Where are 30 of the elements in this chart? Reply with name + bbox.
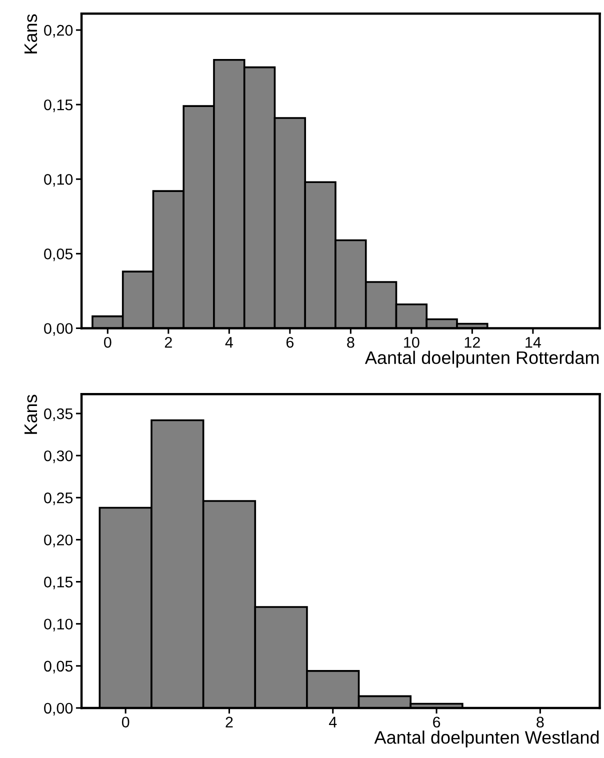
x-tick-label: 8 (536, 716, 544, 728)
y-tick-label: 0,25 (44, 492, 73, 506)
y-axis-title: Kans (24, 14, 38, 54)
x-tick-label: 0 (122, 716, 130, 728)
y-tick-label: 0,05 (44, 660, 73, 674)
y-axis-title: Kans (24, 394, 38, 434)
x-tick-label: 0 (104, 336, 112, 348)
x-tick-label: 8 (347, 336, 354, 348)
y-tick-label: 0,30 (44, 450, 73, 464)
x-axis-title: Aantal doelpunten Westland (374, 730, 599, 748)
y-tick-label: 0,05 (44, 248, 73, 262)
y-tick-label: 0,20 (44, 24, 73, 38)
x-tick-label: 2 (164, 336, 172, 348)
x-axis-title: Aantal doelpunten Rotterdam (364, 350, 599, 368)
y-tick-label: 0,20 (44, 534, 73, 548)
x-tick-label: 2 (226, 716, 233, 728)
y-tick-label: 0,15 (44, 99, 73, 112)
x-tick-label: 12 (464, 336, 480, 348)
y-tick-label: 0,10 (44, 174, 73, 187)
y-tick-label: 0,15 (44, 576, 73, 590)
y-tick-label: 0,00 (44, 702, 73, 716)
x-tick-label: 4 (328, 716, 337, 728)
x-tick-label: 6 (286, 336, 294, 348)
y-tick-label: 0,35 (44, 408, 73, 421)
y-tick-label: 0,00 (44, 323, 73, 336)
x-tick-label: 4 (225, 337, 233, 348)
x-tick-label: 10 (404, 336, 420, 348)
x-tick-label: 14 (526, 337, 541, 348)
x-tick-label: 6 (433, 716, 440, 728)
y-tick-label: 0,10 (44, 618, 73, 632)
